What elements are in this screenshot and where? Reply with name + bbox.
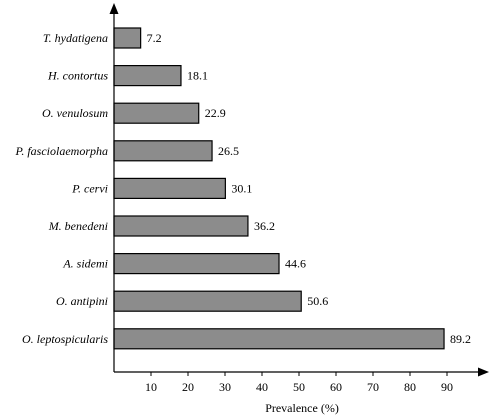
x-axis-title: Prevalence (%): [265, 401, 339, 415]
x-tick-label: 70: [367, 380, 379, 394]
value-label: 44.6: [285, 257, 306, 271]
bar: [113, 27, 142, 49]
x-tick-label: 20: [182, 380, 194, 394]
category-label: A. sidemi: [62, 257, 108, 271]
axes-layer: [109, 3, 489, 377]
bar: [113, 102, 200, 124]
bar: [113, 290, 302, 312]
x-tick-label: 10: [145, 380, 157, 394]
x-tick-label: 30: [219, 380, 231, 394]
x-tick-label: 40: [256, 380, 268, 394]
value-label: 22.9: [205, 106, 226, 120]
category-label: O. leptospicularis: [22, 332, 108, 346]
bar: [113, 64, 182, 87]
category-label: M. benedeni: [48, 219, 108, 233]
value-label: 50.6: [307, 294, 328, 308]
bar: [113, 177, 226, 199]
x-tick-label: 60: [330, 380, 342, 394]
value-label: 26.5: [218, 144, 239, 158]
x-tick-label: 90: [441, 380, 453, 394]
y-axis-arrow-icon: [109, 3, 119, 14]
category-label: O. venulosum: [42, 106, 108, 120]
category-label: T. hydatigena: [43, 31, 108, 45]
value-label: 7.2: [147, 31, 162, 45]
ticks-layer: 10 20 30 40 50 60 70 80 90: [145, 372, 453, 394]
bar: [113, 253, 280, 275]
x-tick-label: 80: [404, 380, 416, 394]
value-label: 18.1: [187, 69, 208, 83]
category-label: P. cervi: [71, 181, 108, 195]
category-label: O. antipini: [56, 294, 108, 308]
category-label: P. fasciolaemorpha: [15, 144, 108, 158]
x-axis-arrow-icon: [478, 367, 489, 377]
value-label: 89.2: [450, 332, 471, 346]
bar: [113, 215, 249, 237]
bar: [113, 328, 445, 350]
value-label: 30.1: [231, 181, 252, 195]
bar: [113, 140, 213, 162]
value-label: 36.2: [254, 219, 275, 233]
category-label: H. contortus: [47, 69, 108, 83]
bars-layer: T. hydatigena 7.2 H. contortus 18.1 O. venul…: [15, 27, 471, 350]
x-tick-label: 50: [293, 380, 305, 394]
